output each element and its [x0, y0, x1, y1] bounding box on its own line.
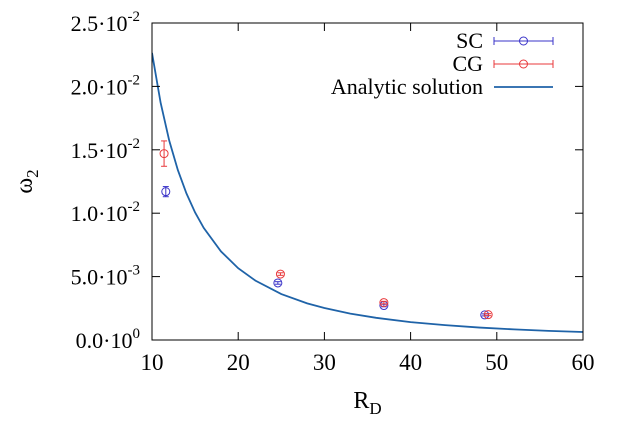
x-tick-label: 30: [313, 350, 336, 375]
circle-marker: [275, 269, 285, 279]
sc-data-point: [273, 278, 283, 288]
axes-layer: 10 20 30 40 50 600.0·1005.0·10-31.0·10-21.5·1…: [71, 9, 595, 375]
sc-data-point: [161, 186, 171, 198]
x-axis-title-subscript: D: [369, 399, 381, 418]
y-tick-times: ·10: [98, 74, 127, 99]
legend-entry-analytic-solution: Analytic solution: [331, 74, 553, 99]
circle-marker: [480, 310, 490, 320]
x-tick-label: 60: [572, 350, 595, 375]
curve-layer: [152, 52, 583, 333]
y-tick-label: 1.5·10-2: [71, 136, 140, 163]
legend-entry-sc: SC: [456, 28, 554, 53]
legend-label: SC: [456, 28, 483, 53]
x-tick-label: 50: [485, 350, 508, 375]
x-tick-label: 10: [141, 350, 164, 375]
y-tick-exponent: -2: [128, 136, 141, 152]
y-tick-exponent: 0: [133, 326, 141, 342]
y-axis-title: ω2: [12, 169, 42, 193]
x-tick-label: 20: [227, 350, 250, 375]
circle-marker: [379, 298, 389, 308]
x-tick-label: 40: [399, 350, 422, 375]
x-axis-title: RD: [353, 388, 381, 418]
y-tick-label: 5.0·10-3: [71, 263, 140, 290]
cg-data-point: [275, 269, 285, 279]
circle-marker: [483, 310, 493, 320]
x-axis-title-main: R: [353, 388, 369, 414]
y-tick-mantissa: 2.0: [71, 74, 99, 99]
cg-data-point: [159, 140, 169, 167]
y-tick-label: 2.0·10-2: [71, 72, 140, 99]
y-tick-exponent: -3: [128, 263, 141, 279]
y-tick-times: ·10: [98, 201, 127, 226]
cg-data-point: [483, 310, 493, 320]
analytic-solution-curve: [152, 52, 583, 333]
y-tick-times: ·10: [103, 328, 132, 353]
points-layer: [159, 140, 493, 320]
circle-marker: [159, 149, 169, 159]
y-tick-exponent: -2: [128, 9, 141, 25]
y-tick-exponent: -2: [128, 199, 141, 215]
y-tick-mantissa: 1.0: [71, 201, 99, 226]
legend-label: Analytic solution: [331, 74, 483, 99]
y-axis-title-main: ω: [12, 178, 38, 194]
plot-frame: [151, 22, 584, 341]
y-tick-times: ·10: [98, 11, 127, 36]
y-tick-mantissa: 1.5: [71, 138, 99, 163]
legend-circle-marker: [519, 36, 528, 46]
y-tick-mantissa: 2.5: [71, 11, 99, 36]
y-tick-label: 2.5·10-2: [71, 9, 140, 36]
y-axis-title-subscript: 2: [23, 169, 42, 178]
y-tick-exponent: -2: [128, 72, 141, 88]
cg-data-point: [379, 298, 389, 308]
y-tick-mantissa: 5.0: [71, 265, 99, 290]
y-tick-label: 1.0·10-2: [71, 199, 140, 226]
circle-marker: [161, 187, 171, 197]
legend-entry-cg: CG: [452, 51, 554, 76]
y-tick-times: ·10: [98, 138, 127, 163]
legend-circle-marker: [519, 59, 528, 69]
y-tick-times: ·10: [98, 265, 127, 290]
legend-label: CG: [452, 51, 483, 76]
y-tick-mantissa: 0.0: [76, 328, 104, 353]
circle-marker: [273, 278, 283, 288]
y-tick-label: 0.0·100: [76, 326, 140, 353]
